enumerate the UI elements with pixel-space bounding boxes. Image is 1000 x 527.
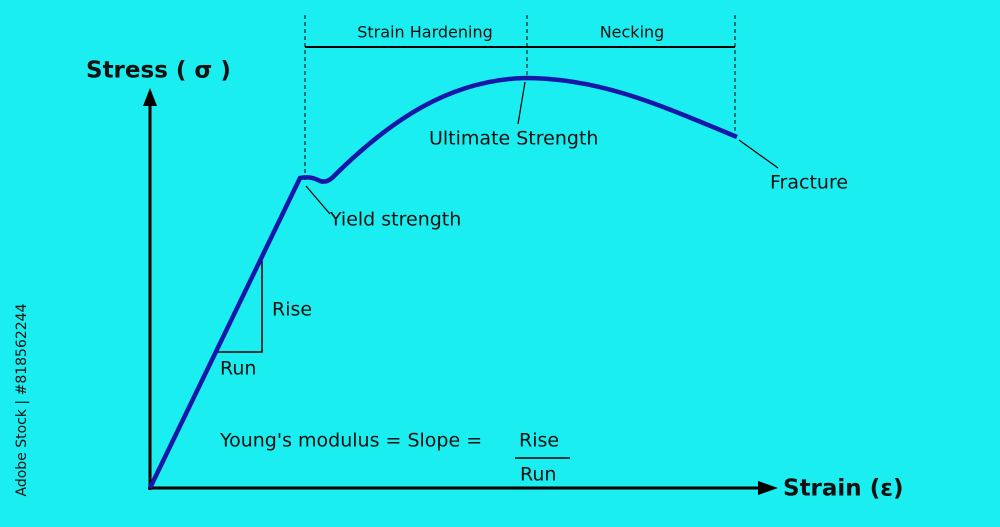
credit: Adobe Stock | #818562244	[14, 303, 30, 496]
y-arrow	[143, 88, 157, 106]
rise-label: Rise	[272, 299, 312, 321]
region-label: Necking	[600, 23, 665, 42]
x-arrow	[758, 481, 778, 495]
leader-line	[517, 81, 526, 125]
stress-strain-curve	[147, 75, 738, 489]
region-guides	[304, 15, 736, 180]
point-label: Fracture	[770, 172, 848, 194]
leader-line	[738, 139, 779, 169]
x-axis-label: Strain (ε)	[783, 476, 904, 502]
region-label: Strain Hardening	[357, 23, 493, 42]
y-axis-label: Stress ( σ )	[86, 58, 231, 84]
leader-line	[305, 185, 331, 215]
point-label: Ultimate Strength	[429, 128, 598, 150]
formula-text: Young's modulus = Slope =	[219, 430, 482, 452]
slope-triangle	[215, 258, 263, 353]
formula-numerator: Rise	[519, 430, 559, 452]
point-label: Yield strength	[329, 209, 461, 231]
run-label: Run	[220, 358, 256, 380]
formula-denominator: Run	[520, 464, 556, 486]
